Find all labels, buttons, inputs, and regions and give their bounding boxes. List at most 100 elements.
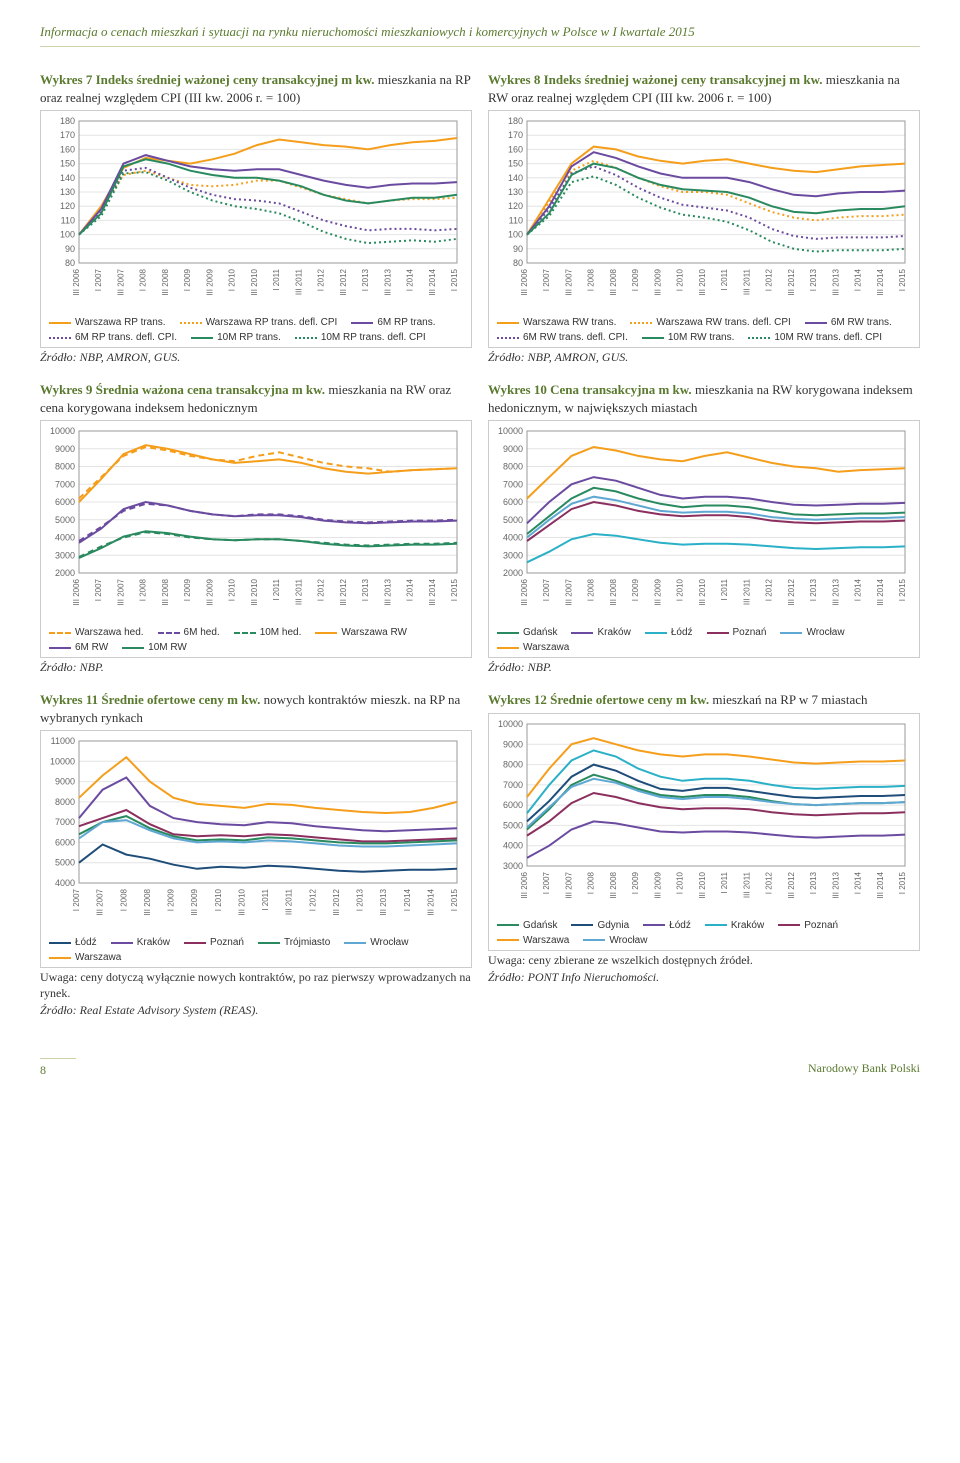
svg-text:I 2010: I 2010 bbox=[214, 889, 223, 912]
legend-label: Warszawa bbox=[523, 935, 569, 946]
legend-item: Wrocław bbox=[583, 935, 647, 946]
legend-item: 6M RW bbox=[49, 642, 108, 653]
chart-11-source: Źródło: Real Estate Advisory System (REA… bbox=[40, 1003, 472, 1018]
chart-10-title: Wykres 10 Cena transakcyjna m kw. mieszk… bbox=[488, 381, 920, 416]
legend-swatch bbox=[351, 322, 373, 324]
svg-text:III 2013: III 2013 bbox=[383, 269, 392, 296]
legend-label: 10M RP trans. bbox=[217, 332, 281, 343]
svg-text:I 2013: I 2013 bbox=[809, 579, 818, 602]
svg-text:I 2008: I 2008 bbox=[139, 579, 148, 602]
svg-text:6000: 6000 bbox=[503, 800, 523, 810]
svg-text:180: 180 bbox=[508, 116, 523, 126]
svg-text:III 2009: III 2009 bbox=[653, 871, 662, 898]
legend-swatch bbox=[571, 632, 593, 634]
svg-text:I 2012: I 2012 bbox=[308, 889, 317, 912]
svg-text:III 2013: III 2013 bbox=[831, 269, 840, 296]
svg-text:III 2008: III 2008 bbox=[609, 579, 618, 606]
legend-swatch bbox=[49, 337, 71, 339]
legend-item: Poznań bbox=[778, 920, 838, 931]
svg-text:7000: 7000 bbox=[503, 479, 523, 489]
svg-text:I 2015: I 2015 bbox=[898, 871, 907, 894]
chart-7-title: Wykres 7 Indeks średniej ważonej ceny tr… bbox=[40, 71, 472, 106]
svg-text:III 2014: III 2014 bbox=[876, 579, 885, 606]
svg-text:I 2010: I 2010 bbox=[676, 579, 685, 602]
svg-text:I 2015: I 2015 bbox=[450, 889, 459, 912]
chart-11-title: Wykres 11 Średnie ofertowe ceny m kw. no… bbox=[40, 691, 472, 726]
svg-text:130: 130 bbox=[508, 187, 523, 197]
svg-text:III 2010: III 2010 bbox=[698, 269, 707, 296]
svg-text:I 2008: I 2008 bbox=[587, 871, 596, 894]
chart-9-source: Źródło: NBP. bbox=[40, 660, 472, 675]
svg-text:III 2006: III 2006 bbox=[520, 579, 529, 606]
svg-text:I 2011: I 2011 bbox=[261, 889, 270, 911]
chart-9-title: Wykres 9 Średnia ważona cena transakcyjn… bbox=[40, 381, 472, 416]
svg-text:160: 160 bbox=[508, 144, 523, 154]
legend-item: Poznań bbox=[184, 937, 244, 948]
svg-text:10000: 10000 bbox=[498, 426, 523, 436]
legend-swatch bbox=[643, 924, 665, 926]
svg-text:I 2012: I 2012 bbox=[765, 871, 774, 894]
legend-label: Łódź bbox=[669, 920, 691, 931]
chart-9-box: 2000300040005000600070008000900010000III… bbox=[40, 420, 472, 658]
svg-text:III 2014: III 2014 bbox=[428, 579, 437, 606]
legend-label: Poznań bbox=[210, 937, 244, 948]
svg-text:III 2009: III 2009 bbox=[653, 579, 662, 606]
svg-text:III 2014: III 2014 bbox=[428, 269, 437, 296]
legend-swatch bbox=[780, 632, 802, 634]
svg-text:III 2012: III 2012 bbox=[787, 269, 796, 296]
svg-text:6000: 6000 bbox=[55, 497, 75, 507]
svg-text:I 2012: I 2012 bbox=[317, 579, 326, 602]
svg-text:III 2010: III 2010 bbox=[250, 269, 259, 296]
legend-label: 6M RP trans. defl. CPI. bbox=[75, 332, 177, 343]
svg-text:III 2007: III 2007 bbox=[96, 889, 105, 916]
legend-item: 10M RW trans. bbox=[642, 332, 735, 343]
svg-text:III 2007: III 2007 bbox=[564, 871, 573, 898]
chart-row-1: Wykres 7 Indeks średniej ważonej ceny tr… bbox=[40, 71, 920, 373]
svg-text:I 2014: I 2014 bbox=[406, 269, 415, 292]
legend-label: Poznań bbox=[733, 627, 767, 638]
svg-text:III 2009: III 2009 bbox=[205, 579, 214, 606]
legend-item: Warszawa hed. bbox=[49, 627, 144, 638]
svg-text:5000: 5000 bbox=[55, 858, 75, 868]
chart-8-box: 8090100110120130140150160170180III 2006I… bbox=[488, 110, 920, 348]
svg-text:III 2009: III 2009 bbox=[205, 269, 214, 296]
svg-text:3000: 3000 bbox=[503, 550, 523, 560]
svg-text:10000: 10000 bbox=[498, 719, 523, 729]
svg-text:I 2014: I 2014 bbox=[406, 579, 415, 602]
svg-text:7000: 7000 bbox=[503, 780, 523, 790]
svg-text:III 2007: III 2007 bbox=[564, 579, 573, 606]
legend-item: Warszawa RW trans. bbox=[497, 317, 616, 328]
chart-row-3: Wykres 11 Średnie ofertowe ceny m kw. no… bbox=[40, 691, 920, 1026]
legend-item: 6M hed. bbox=[158, 627, 220, 638]
svg-text:III 2014: III 2014 bbox=[426, 889, 435, 916]
svg-text:III 2010: III 2010 bbox=[698, 579, 707, 606]
svg-text:130: 130 bbox=[60, 187, 75, 197]
svg-text:I 2015: I 2015 bbox=[450, 269, 459, 292]
legend-swatch bbox=[778, 924, 800, 926]
chart-12-title: Wykres 12 Średnie ofertowe ceny m kw. mi… bbox=[488, 691, 920, 709]
svg-text:I 2011: I 2011 bbox=[720, 579, 729, 601]
legend-item: Łódź bbox=[645, 627, 693, 638]
svg-text:I 2013: I 2013 bbox=[361, 579, 370, 602]
legend-item: 6M RP trans. defl. CPI. bbox=[49, 332, 177, 343]
legend-item: Łódź bbox=[643, 920, 691, 931]
chart-10-box: 2000300040005000600070008000900010000III… bbox=[488, 420, 920, 658]
legend-swatch bbox=[234, 632, 256, 634]
legend-swatch bbox=[315, 632, 337, 634]
svg-text:7000: 7000 bbox=[55, 479, 75, 489]
svg-text:90: 90 bbox=[513, 244, 523, 254]
legend-label: 10M RW trans. bbox=[668, 332, 735, 343]
legend-item: 6M RP trans. bbox=[351, 317, 435, 328]
svg-text:I 2013: I 2013 bbox=[809, 871, 818, 894]
chart-7-svg: 8090100110120130140150160170180III 2006I… bbox=[43, 113, 463, 313]
chart-12-box: 300040005000600070008000900010000III 200… bbox=[488, 713, 920, 951]
legend-swatch bbox=[184, 942, 206, 944]
svg-text:III 2009: III 2009 bbox=[190, 889, 199, 916]
legend-label: Warszawa hed. bbox=[75, 627, 144, 638]
page-footer: 8 Narodowy Bank Polski bbox=[40, 1058, 920, 1078]
legend-swatch bbox=[497, 647, 519, 649]
legend-label: 10M RP trans. defl. CPI bbox=[321, 332, 426, 343]
svg-text:III 2013: III 2013 bbox=[379, 889, 388, 916]
svg-text:I 2014: I 2014 bbox=[403, 889, 412, 912]
legend-label: 10M RW bbox=[148, 642, 187, 653]
